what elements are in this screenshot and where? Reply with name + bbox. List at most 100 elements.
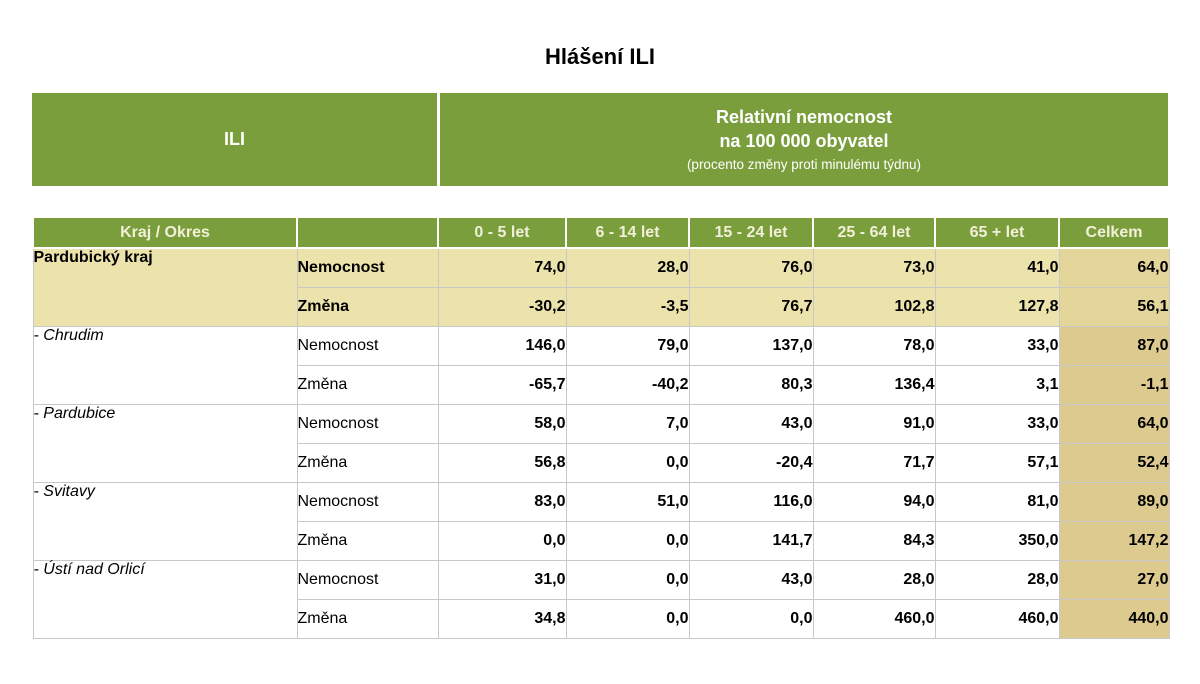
banner-relative-morbidity-cell: Relativní nemocnost na 100 000 obyvatel … [440,93,1168,186]
value-cell-celkem: 27,0 [1058,559,1170,600]
value-cell: 0,0 [565,442,690,483]
value-cell: 79,0 [565,325,690,366]
col-header-65-+-let: 65 + let [934,216,1060,249]
table-row-zmena: Změna 34,8 0,0 0,0 460,0 460,0 440,0 [33,598,1170,639]
value-cell: 28,0 [934,559,1060,600]
value-cell: 83,0 [437,481,567,522]
value-cell-celkem: 56,1 [1058,286,1170,327]
value-cell: 78,0 [812,325,936,366]
value-cell: 43,0 [688,559,814,600]
metric-label-zmena: Změna [296,598,439,639]
value-cell: -40,2 [565,364,690,405]
row-label-okres: - Chrudim [32,325,298,405]
col-header-6-14-let: 6 - 14 let [565,216,690,249]
value-cell: -3,5 [565,286,690,327]
value-cell: 34,8 [437,598,567,639]
value-cell: 0,0 [688,598,814,639]
value-cell: 33,0 [934,325,1060,366]
metric-label-nemocnost: Nemocnost [296,481,439,522]
value-cell: 28,0 [565,247,690,288]
value-cell: 0,0 [437,520,567,561]
value-cell: 460,0 [934,598,1060,639]
value-cell: 102,8 [812,286,936,327]
value-cell: 84,3 [812,520,936,561]
col-header-celkem: Celkem [1058,216,1170,249]
table-row-nemocnost: Pardubický kraj Nemocnost 74,0 28,0 76,0 73,0… [32,247,1170,327]
value-cell: 58,0 [437,403,567,444]
value-cell: 71,7 [812,442,936,483]
value-cell: 28,0 [812,559,936,600]
value-cell-celkem: 64,0 [1058,247,1170,288]
value-cell: 127,8 [934,286,1060,327]
value-cell: 460,0 [812,598,936,639]
value-cell: 43,0 [688,403,814,444]
value-cell-celkem: 440,0 [1058,598,1170,639]
metric-label-nemocnost: Nemocnost [296,403,439,444]
value-cell: -65,7 [437,364,567,405]
value-cell-celkem: -1,1 [1058,364,1170,405]
value-cell: -20,4 [688,442,814,483]
value-cell: 94,0 [812,481,936,522]
banner-line1: Relativní nemocnost [715,106,893,127]
value-cell-celkem: 89,0 [1058,481,1170,522]
metric-label-zmena: Změna [296,364,439,405]
value-cell: -30,2 [437,286,567,327]
row-label-okres: - Ústí nad Orlicí [32,559,298,639]
value-cell: 116,0 [688,481,814,522]
table-row-zmena: Změna -65,7 -40,2 80,3 136,4 3,1 -1,1 [33,364,1170,405]
col-header-0-5-let: 0 - 5 let [437,216,567,249]
row-label-okres: - Pardubice [32,403,298,483]
banner-line2: na 100 000 obyvatel [719,130,889,151]
value-cell: 146,0 [437,325,567,366]
col-header-15-24-let: 15 - 24 let [688,216,814,249]
metric-label-nemocnost: Nemocnost [296,325,439,366]
metric-label-zmena: Změna [296,286,439,327]
value-cell-celkem: 87,0 [1058,325,1170,366]
value-cell: 41,0 [934,247,1060,288]
banner-ili-cell: ILI [32,93,437,186]
value-cell: 136,4 [812,364,936,405]
metric-label-zmena: Změna [296,442,439,483]
col-header-empty [296,216,439,249]
value-cell: 0,0 [565,598,690,639]
banner-ili-label: ILI [224,129,245,149]
value-cell: 0,0 [565,520,690,561]
table-row-zmena: Změna 0,0 0,0 141,7 84,3 350,0 147,2 [33,520,1170,561]
value-cell: 73,0 [812,247,936,288]
value-cell: 31,0 [437,559,567,600]
col-header-25-64-let: 25 - 64 let [812,216,936,249]
value-cell: 51,0 [565,481,690,522]
value-cell: 56,8 [437,442,567,483]
table-row-nemocnost: - Svitavy Nemocnost 83,0 51,0 116,0 94,0 81,0 8… [32,481,1170,561]
column-header-row: Kraj / Okres 0 - 5 let 6 - 14 let 15 - 24 l… [32,216,1170,249]
table-banner: ILI Relativní nemocnost na 100 000 obyva… [32,93,1168,186]
metric-label-nemocnost: Nemocnost [296,559,439,600]
page-title: Hlášení ILI [544,44,656,69]
value-cell: 76,0 [688,247,814,288]
value-cell: 91,0 [812,403,936,444]
table-row-zmena: Změna -30,2 -3,5 76,7 102,8 127,8 56,1 [33,286,1170,327]
table-row-nemocnost: - Pardubice Nemocnost 58,0 7,0 43,0 91,0 33,0 6… [32,403,1170,483]
value-cell: 3,1 [934,364,1060,405]
row-label-okres: - Svitavy [32,481,298,561]
metric-label-zmena: Změna [296,520,439,561]
value-cell-celkem: 147,2 [1058,520,1170,561]
value-cell: 0,0 [565,559,690,600]
ili-data-table: Kraj / Okres 0 - 5 let 6 - 14 let 15 - 24 l… [32,216,1170,639]
value-cell-celkem: 52,4 [1058,442,1170,483]
value-cell: 350,0 [934,520,1060,561]
table-row-zmena: Změna 56,8 0,0 -20,4 71,7 57,1 52,4 [33,442,1170,483]
value-cell: 141,7 [688,520,814,561]
table-row-nemocnost: - Chrudim Nemocnost 146,0 79,0 137,0 78,0 33,0… [32,325,1170,405]
value-cell: 76,7 [688,286,814,327]
value-cell: 7,0 [565,403,690,444]
value-cell: 33,0 [934,403,1060,444]
value-cell: 80,3 [688,364,814,405]
value-cell: 137,0 [688,325,814,366]
value-cell-celkem: 64,0 [1058,403,1170,444]
row-label-kraj: Pardubický kraj [32,247,298,327]
value-cell: 74,0 [437,247,567,288]
table-row-nemocnost: - Ústí nad Orlicí Nemocnost 31,0 0,0 43,0 28,… [32,559,1170,639]
banner-line3: (procento změny proti minulému týdnu) [686,156,922,172]
